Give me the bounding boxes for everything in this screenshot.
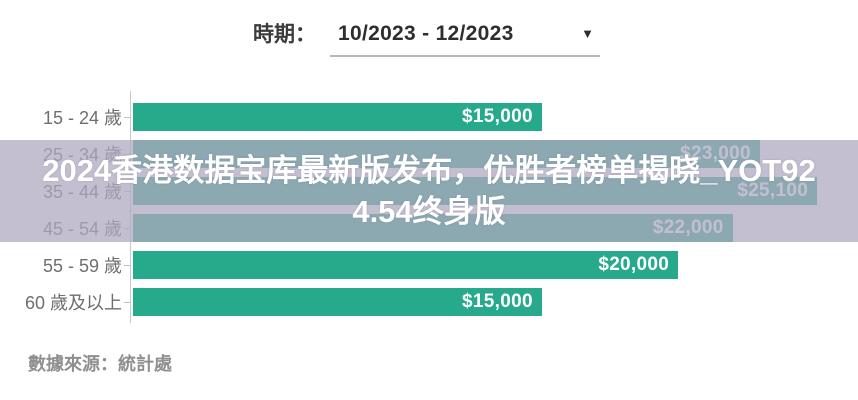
period-dropdown[interactable]: 10/2023 - 12/2023 ▼ [330, 22, 600, 57]
bar-row: 55 - 59 歲 $20,000 [0, 251, 858, 279]
bar-15-24[interactable]: $15,000 [133, 103, 542, 131]
bar-value-label: $15,000 [462, 291, 533, 312]
axis-tick [124, 301, 131, 303]
watermark-text-line2: 4.54终身版 [352, 194, 506, 229]
bar-55-59[interactable]: $20,000 [133, 251, 679, 279]
watermark-overlay: 2024香港数据宝库最新版发布，优胜者榜单揭晓_YOT92 4.54终身版 [0, 140, 858, 242]
axis-tick [124, 264, 131, 266]
category-label: 15 - 24 歲 [42, 108, 122, 128]
bar-60-plus[interactable]: $15,000 [133, 288, 542, 316]
bar-value-label: $20,000 [598, 254, 670, 275]
period-label: 時期： [253, 23, 316, 46]
watermark-text-line1: 2024香港数据宝库最新版发布，优胜者榜单揭晓_YOT92 [42, 153, 816, 188]
bar-row: 60 歲及以上 $15,000 [0, 288, 858, 316]
dropdown-arrow-icon[interactable]: ▼ [581, 26, 594, 41]
bar-value-label: $15,000 [462, 106, 533, 127]
category-label: 60 歲及以上 [24, 293, 122, 313]
period-value: 10/2023 - 12/2023 [338, 22, 514, 45]
bar-track: $20,000 [133, 251, 858, 279]
bar-track: $15,000 [133, 288, 858, 316]
bar-track: $15,000 [133, 103, 858, 131]
category-label: 55 - 59 歲 [42, 256, 122, 276]
period-selector: 時期： 10/2023 - 12/2023 ▼ [253, 22, 600, 57]
axis-tick [124, 116, 131, 118]
bar-row: 15 - 24 歲 $15,000 [0, 103, 858, 131]
data-source-note: 數據來源：統計處 [28, 354, 172, 374]
